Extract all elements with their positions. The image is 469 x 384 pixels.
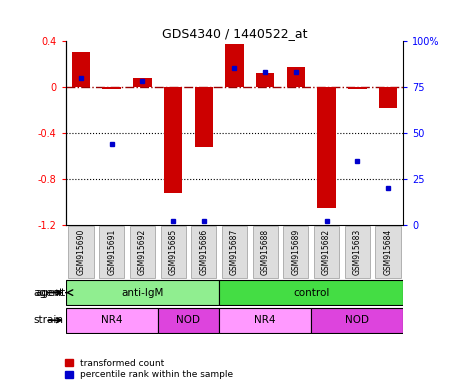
- Text: GSM915692: GSM915692: [138, 229, 147, 275]
- Text: GSM915684: GSM915684: [384, 229, 393, 275]
- Text: GSM915683: GSM915683: [353, 229, 362, 275]
- Text: GSM915686: GSM915686: [199, 229, 208, 275]
- FancyBboxPatch shape: [345, 226, 370, 278]
- FancyBboxPatch shape: [99, 226, 124, 278]
- Text: NR4: NR4: [101, 315, 122, 325]
- Bar: [133, 78, 151, 87]
- Bar: [164, 87, 182, 193]
- Title: GDS4340 / 1440522_at: GDS4340 / 1440522_at: [162, 26, 307, 40]
- FancyBboxPatch shape: [158, 308, 219, 333]
- Bar: [348, 87, 366, 89]
- Text: GSM915689: GSM915689: [291, 229, 301, 275]
- FancyBboxPatch shape: [314, 226, 339, 278]
- FancyBboxPatch shape: [130, 226, 155, 278]
- FancyBboxPatch shape: [253, 226, 278, 278]
- FancyBboxPatch shape: [219, 280, 403, 305]
- FancyBboxPatch shape: [66, 280, 219, 305]
- Text: GSM915688: GSM915688: [261, 229, 270, 275]
- Text: NOD: NOD: [176, 315, 200, 325]
- FancyBboxPatch shape: [68, 226, 94, 278]
- Text: agent: agent: [36, 288, 66, 298]
- Text: GSM915685: GSM915685: [168, 229, 178, 275]
- Bar: [318, 87, 336, 208]
- Text: anti-IgM: anti-IgM: [121, 288, 164, 298]
- Bar: [225, 44, 244, 87]
- FancyBboxPatch shape: [222, 226, 247, 278]
- Text: control: control: [293, 288, 329, 298]
- FancyBboxPatch shape: [66, 308, 158, 333]
- Text: GSM915687: GSM915687: [230, 229, 239, 275]
- FancyBboxPatch shape: [160, 226, 186, 278]
- Bar: [287, 67, 305, 87]
- Bar: [103, 87, 121, 89]
- Text: NR4: NR4: [255, 315, 276, 325]
- Text: GSM915682: GSM915682: [322, 229, 331, 275]
- Bar: [195, 87, 213, 147]
- FancyBboxPatch shape: [191, 226, 216, 278]
- FancyBboxPatch shape: [283, 226, 309, 278]
- Text: agent: agent: [33, 288, 63, 298]
- Bar: [379, 87, 397, 108]
- Text: GSM915691: GSM915691: [107, 229, 116, 275]
- Bar: [256, 73, 274, 87]
- Bar: [72, 52, 90, 87]
- Text: strain: strain: [33, 315, 63, 325]
- FancyBboxPatch shape: [375, 226, 401, 278]
- FancyBboxPatch shape: [219, 308, 311, 333]
- Legend: transformed count, percentile rank within the sample: transformed count, percentile rank withi…: [66, 359, 233, 379]
- FancyBboxPatch shape: [311, 308, 403, 333]
- Text: GSM915690: GSM915690: [76, 229, 85, 275]
- Text: NOD: NOD: [345, 315, 369, 325]
